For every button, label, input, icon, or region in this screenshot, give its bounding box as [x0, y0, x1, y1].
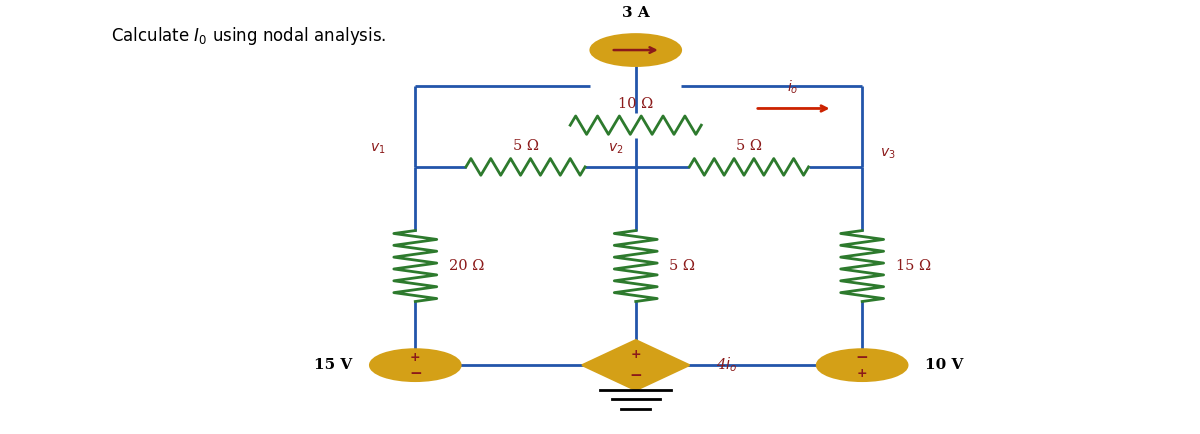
Polygon shape [582, 340, 689, 390]
Text: 10 V: 10 V [925, 358, 964, 372]
Text: 5 Ω: 5 Ω [736, 139, 762, 153]
Circle shape [370, 349, 461, 381]
Text: 3 A: 3 A [622, 6, 649, 20]
Text: $i_o$: $i_o$ [787, 79, 799, 96]
Text: +: + [857, 367, 868, 380]
Text: $v_3$: $v_3$ [880, 146, 895, 161]
Text: 5 Ω: 5 Ω [512, 139, 539, 153]
Text: 4$i_o$: 4$i_o$ [715, 356, 737, 375]
Text: $v_1$: $v_1$ [370, 142, 385, 157]
Text: Calculate $I_0$ using nodal analysis.: Calculate $I_0$ using nodal analysis. [112, 25, 386, 47]
Text: 15 Ω: 15 Ω [895, 259, 931, 273]
Text: −: − [629, 368, 642, 383]
Text: $v_2$: $v_2$ [608, 142, 624, 157]
Text: 20 Ω: 20 Ω [449, 259, 484, 273]
Text: −: − [409, 365, 421, 381]
Text: −: − [856, 350, 869, 365]
Text: +: + [410, 351, 421, 364]
Text: 5 Ω: 5 Ω [670, 259, 695, 273]
Text: 15 V: 15 V [314, 358, 352, 372]
Circle shape [817, 349, 907, 381]
Text: +: + [630, 348, 641, 361]
Text: 10 Ω: 10 Ω [618, 96, 653, 111]
Circle shape [590, 34, 682, 66]
